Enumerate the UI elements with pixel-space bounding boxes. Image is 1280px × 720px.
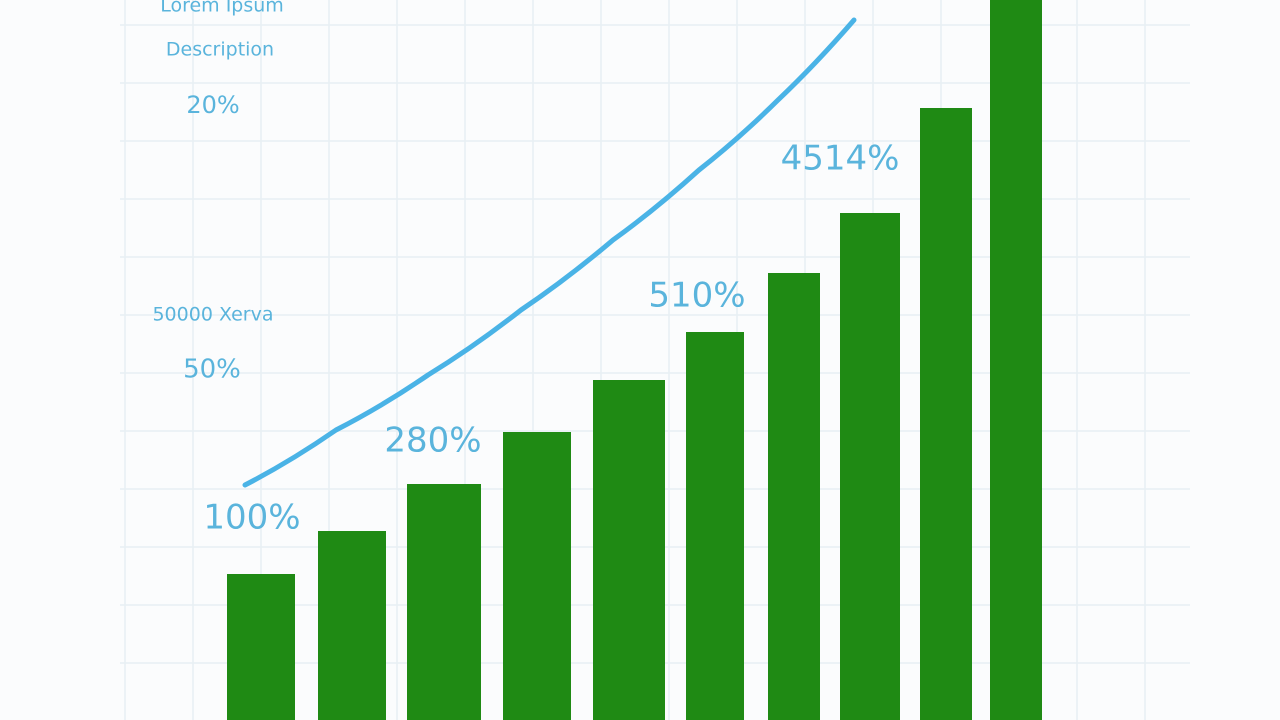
annotation: 20% [186,91,239,119]
bar [318,531,386,720]
bar [686,332,744,720]
bar [768,273,820,720]
bar [990,0,1042,720]
annotation: 50000 Xerva [152,304,273,326]
bar [503,432,571,720]
marks [227,0,1042,720]
chart-title: Lorem Ipsum [160,0,284,17]
annotation: 510% [648,276,745,316]
chart-subtitle: Description [166,39,274,61]
annotation: 50% [183,355,241,385]
bar [840,213,900,720]
annotations: 20% 50000 Xerva 50% 100% 280% 510% 4514% [152,91,899,538]
bar [407,484,481,720]
annotation: 4514% [781,139,900,179]
bar [593,380,665,720]
bar [920,108,972,720]
bar [227,574,295,720]
trend-line [242,17,857,488]
annotation: 100% [203,498,300,538]
annotation: 280% [384,421,481,461]
